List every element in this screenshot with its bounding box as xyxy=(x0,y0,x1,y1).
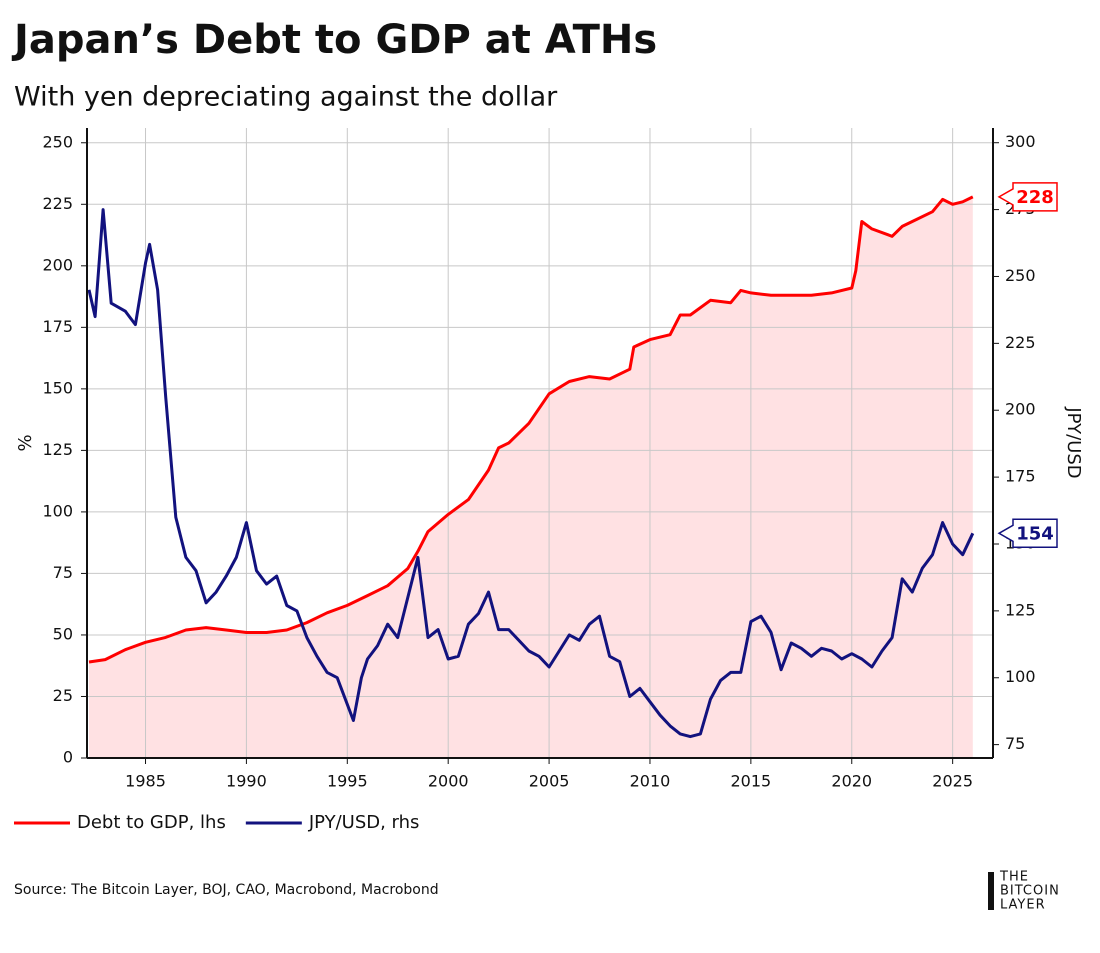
chart-subtitle: With yen depreciating against the dollar xyxy=(14,82,558,113)
y-tick-label: 125 xyxy=(42,440,73,459)
line xyxy=(87,208,975,739)
y2-tick-label: 100 xyxy=(1005,667,1036,686)
y2-tick-label: 200 xyxy=(1005,400,1036,419)
end-label-box xyxy=(997,518,1058,549)
y-tick-label: 100 xyxy=(42,501,73,520)
y-tick-label: 225 xyxy=(42,194,73,213)
x-tick-label: 1990 xyxy=(226,772,267,791)
y-tick-label: 25 xyxy=(53,686,73,705)
legend-label: JPY/USD, rhs xyxy=(308,812,420,833)
y2-tick-label: 175 xyxy=(1005,467,1036,486)
logo-text: BITCOIN xyxy=(1000,884,1060,899)
y2-axis-label: JPY/USD xyxy=(1063,406,1084,478)
y2-tick-label: 300 xyxy=(1005,132,1036,151)
y-tick-label: 200 xyxy=(42,255,73,274)
logo-text: THE xyxy=(999,870,1029,885)
x-tick-label: 2005 xyxy=(529,772,570,791)
end-label-box xyxy=(997,182,1058,212)
y2-tick-label: 225 xyxy=(1005,333,1036,352)
x-tick-label: 1995 xyxy=(327,772,368,791)
x-tick-label: 2010 xyxy=(630,772,671,791)
x-tick-label: 1985 xyxy=(125,772,166,791)
end-label: 228 xyxy=(1016,187,1054,208)
chart-title: Japan’s Debt to GDP at ATHs xyxy=(11,17,657,63)
source-note: Source: The Bitcoin Layer, BOJ, CAO, Mac… xyxy=(14,882,439,898)
x-tick-label: 2020 xyxy=(831,772,872,791)
y-tick-label: 250 xyxy=(42,132,73,151)
logo-bar xyxy=(988,872,994,910)
x-tick-label: 2015 xyxy=(731,772,772,791)
y2-tick-label: 250 xyxy=(1005,266,1036,285)
y2-tick-label: 75 xyxy=(1005,734,1025,753)
y-axis-label: % xyxy=(15,434,36,451)
y-tick-label: 0 xyxy=(63,748,73,767)
y-tick-label: 50 xyxy=(53,624,73,643)
y-tick-label: 150 xyxy=(42,378,73,397)
area xyxy=(89,196,973,758)
line xyxy=(88,195,974,664)
x-tick-label: 2025 xyxy=(932,772,973,791)
legend-label: Debt to GDP, lhs xyxy=(77,812,226,833)
y-tick-label: 75 xyxy=(53,563,73,582)
x-tick-label: 2000 xyxy=(428,772,469,791)
logo-text: LAYER xyxy=(1000,898,1046,913)
end-label: 154 xyxy=(1016,523,1054,544)
y-tick-label: 175 xyxy=(42,317,73,336)
y2-tick-label: 125 xyxy=(1005,600,1036,619)
